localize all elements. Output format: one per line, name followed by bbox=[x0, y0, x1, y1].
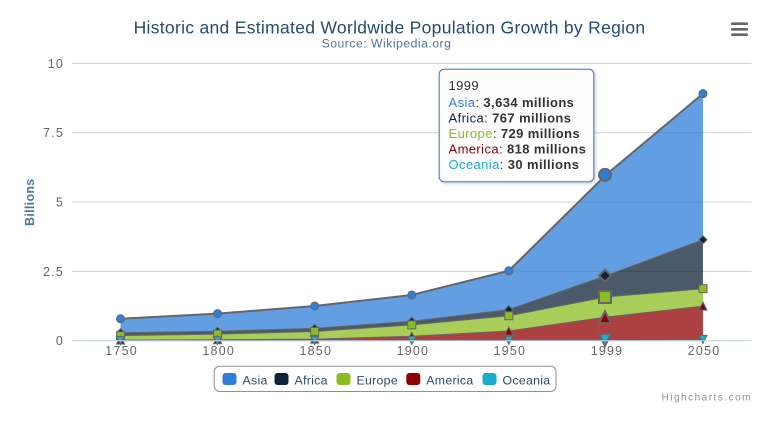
svg-text:10: 10 bbox=[48, 57, 64, 71]
svg-text:1900: 1900 bbox=[397, 344, 430, 358]
svg-text:Highcharts.com: Highcharts.com bbox=[662, 393, 752, 404]
svg-text:2.5: 2.5 bbox=[43, 265, 64, 279]
svg-text:Oceania: 30 millions: Oceania: 30 millions bbox=[449, 157, 580, 172]
svg-text:Billions: Billions bbox=[23, 178, 37, 226]
svg-text:Historic and Estimated Worldwi: Historic and Estimated Worldwide Populat… bbox=[134, 18, 646, 38]
svg-text:5: 5 bbox=[56, 196, 64, 210]
svg-text:Europe: Europe bbox=[357, 374, 398, 388]
svg-text:America: 818 millions: America: 818 millions bbox=[449, 142, 587, 157]
svg-text:Africa: Africa bbox=[295, 374, 328, 388]
svg-text:0: 0 bbox=[56, 334, 64, 348]
svg-text:1999: 1999 bbox=[449, 78, 480, 93]
svg-text:2050: 2050 bbox=[688, 344, 721, 358]
svg-text:Asia: Asia bbox=[243, 374, 268, 388]
svg-text:1850: 1850 bbox=[299, 344, 332, 358]
svg-text:America: America bbox=[426, 374, 473, 388]
svg-text:Source: Wikipedia.org: Source: Wikipedia.org bbox=[322, 36, 452, 50]
svg-text:1999: 1999 bbox=[591, 344, 624, 358]
svg-text:Asia: 3,634 millions: Asia: 3,634 millions bbox=[449, 95, 575, 110]
svg-text:Africa: 767 millions: Africa: 767 millions bbox=[449, 111, 572, 126]
svg-text:Oceania: Oceania bbox=[503, 374, 551, 388]
svg-text:7.5: 7.5 bbox=[43, 126, 64, 140]
svg-text:1800: 1800 bbox=[202, 344, 235, 358]
svg-text:1950: 1950 bbox=[494, 344, 527, 358]
svg-text:Europe: 729 millions: Europe: 729 millions bbox=[449, 126, 581, 141]
svg-text:1750: 1750 bbox=[105, 344, 138, 358]
